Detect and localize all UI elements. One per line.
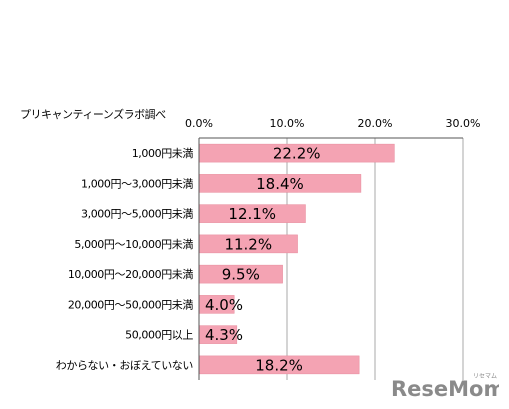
data-label-3: 11.2%: [224, 235, 272, 253]
category-label-5: 20,000円～50,000円未満: [68, 298, 194, 311]
watermark-kana: リセマム: [473, 373, 497, 380]
data-label-0: 22.2%: [273, 145, 321, 163]
data-label-2: 12.1%: [228, 205, 276, 223]
category-label-6: 50,000円以上: [125, 329, 193, 342]
category-label-0: 1,000円未満: [132, 147, 194, 160]
category-label-1: 1,000円～3,000円未満: [81, 177, 193, 190]
x-tick-label-2: 20.0%: [358, 117, 393, 130]
resemom-watermark: ReseMom リセマム: [391, 373, 499, 401]
x-tick-label-0: 0.0%: [185, 117, 213, 130]
category-label-3: 5,000円～10,000円未満: [74, 238, 193, 251]
category-label-7: わからない・おぼえていない: [56, 359, 194, 372]
data-label-5: 4.0%: [205, 296, 243, 314]
source-note: プリキャンティーンズラボ調べ: [20, 108, 166, 121]
watermark-main: ReseMom: [391, 377, 499, 401]
data-label-4: 9.5%: [222, 266, 260, 284]
category-label-2: 3,000円～5,000円未満: [81, 208, 193, 221]
data-label-1: 18.4%: [256, 175, 304, 193]
category-label-4: 10,000円～20,000円未満: [68, 268, 194, 281]
x-tick-label-3: 30.0%: [446, 117, 481, 130]
data-label-6: 4.3%: [205, 326, 243, 344]
data-label-7: 18.2%: [255, 356, 303, 374]
x-tick-label-1: 10.0%: [270, 117, 305, 130]
